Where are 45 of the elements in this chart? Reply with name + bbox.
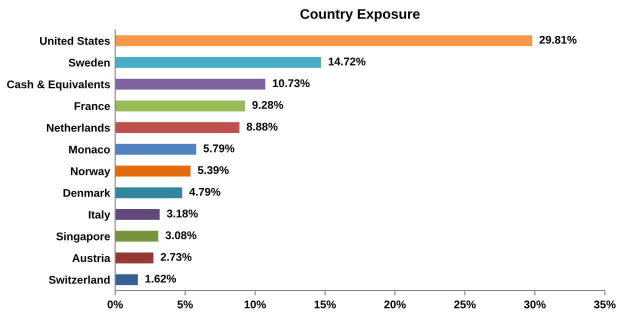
bar (115, 78, 266, 90)
bar (115, 209, 160, 220)
data-label: 29.81% (540, 36, 577, 44)
x-tick-label: 0% (108, 300, 123, 308)
x-tick-label: 35% (594, 300, 616, 308)
data-label: 9.28% (252, 101, 284, 109)
bar (115, 187, 182, 198)
bar (115, 166, 191, 176)
bar (115, 100, 246, 112)
data-label: 5.79% (203, 144, 234, 152)
bar (115, 274, 138, 286)
x-tick-label: 10% (244, 300, 266, 308)
bar (115, 230, 158, 242)
y-tick-label: Norway (70, 167, 110, 178)
data-label: 5.39% (198, 166, 229, 174)
bar (115, 144, 196, 155)
data-label: 3.18% (166, 210, 198, 218)
bar (115, 252, 154, 264)
y-tick-label: Switzerland (48, 276, 110, 284)
data-label: 10.73% (272, 79, 310, 88)
data-label: 3.08% (165, 231, 196, 240)
y-tick-label: Netherlands (46, 124, 110, 132)
y-tick-label: Austria (72, 254, 110, 262)
y-tick-label: Italy (88, 210, 110, 221)
data-label: 4.79% (189, 188, 220, 196)
y-tick-label: Monaco (69, 146, 110, 154)
y-tick-label: Singapore (56, 232, 110, 243)
data-label: 14.72% (328, 58, 366, 66)
data-label: 2.73% (160, 253, 192, 261)
bar (115, 57, 322, 68)
x-tick-label: 5% (177, 300, 193, 308)
y-tick-label: Denmark (64, 188, 110, 197)
bar (115, 35, 532, 46)
data-label: 8.88% (246, 122, 278, 131)
x-tick-label: 30% (524, 300, 546, 308)
chart-title: Country Exposure (300, 9, 420, 22)
y-tick-label: United States (40, 36, 110, 45)
x-tick-label: 25% (454, 300, 476, 308)
x-tick-label: 15% (314, 300, 336, 308)
y-tick-label: France (74, 102, 110, 110)
data-label: 1.62% (146, 274, 176, 283)
x-tick-label: 20% (384, 300, 406, 308)
y-tick-label: Cash & Equivalents (7, 80, 110, 91)
y-tick-label: Sweden (68, 58, 110, 67)
bar (115, 122, 240, 134)
